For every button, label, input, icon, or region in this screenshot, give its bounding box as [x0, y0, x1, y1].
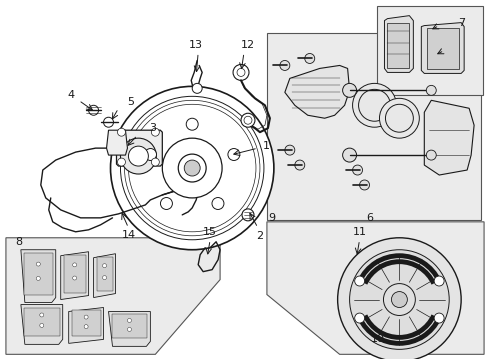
Circle shape — [127, 328, 131, 332]
Circle shape — [124, 100, 260, 236]
Circle shape — [241, 113, 254, 127]
Circle shape — [352, 84, 396, 127]
Circle shape — [110, 86, 273, 250]
Circle shape — [84, 315, 88, 319]
Circle shape — [233, 64, 248, 80]
Circle shape — [120, 96, 264, 240]
Circle shape — [426, 85, 435, 95]
Polygon shape — [93, 254, 115, 298]
Circle shape — [128, 146, 148, 166]
Circle shape — [242, 209, 253, 221]
Text: 7: 7 — [457, 18, 464, 28]
Circle shape — [144, 149, 156, 161]
Circle shape — [102, 276, 106, 280]
Bar — [386, 23, 408, 68]
Bar — [111, 315, 147, 338]
Circle shape — [294, 160, 304, 170]
Circle shape — [102, 264, 106, 268]
Circle shape — [103, 117, 113, 127]
Polygon shape — [285, 66, 349, 118]
Text: 1: 1 — [262, 141, 269, 151]
Circle shape — [192, 84, 202, 93]
Polygon shape — [6, 238, 220, 354]
Circle shape — [117, 128, 125, 136]
Text: 12: 12 — [241, 40, 255, 50]
Bar — [63, 255, 85, 293]
Circle shape — [36, 276, 40, 280]
Circle shape — [40, 313, 44, 317]
Circle shape — [120, 138, 156, 174]
Polygon shape — [21, 305, 62, 345]
Circle shape — [354, 276, 364, 286]
Circle shape — [237, 68, 244, 76]
Polygon shape — [266, 222, 483, 354]
Circle shape — [352, 165, 362, 175]
Circle shape — [337, 238, 460, 360]
Circle shape — [73, 276, 77, 280]
Circle shape — [151, 158, 159, 166]
Circle shape — [227, 149, 240, 161]
Circle shape — [128, 104, 255, 232]
Circle shape — [426, 150, 435, 160]
Circle shape — [162, 138, 222, 198]
Bar — [72, 310, 101, 336]
Circle shape — [358, 89, 389, 121]
Text: 2: 2 — [256, 231, 263, 241]
Circle shape — [84, 325, 88, 329]
Text: 15: 15 — [203, 227, 217, 237]
Bar — [24, 307, 60, 336]
Circle shape — [285, 145, 294, 155]
Polygon shape — [424, 100, 473, 175]
Polygon shape — [384, 15, 412, 72]
Circle shape — [433, 313, 443, 323]
Circle shape — [178, 154, 206, 182]
Text: 3: 3 — [148, 123, 156, 133]
Text: 8: 8 — [15, 237, 22, 247]
Circle shape — [383, 284, 414, 315]
Circle shape — [127, 319, 131, 323]
Circle shape — [342, 84, 356, 97]
Circle shape — [36, 262, 40, 266]
Circle shape — [73, 263, 77, 267]
Circle shape — [160, 198, 172, 210]
Text: 14: 14 — [121, 230, 135, 240]
Text: 10: 10 — [370, 334, 384, 345]
Circle shape — [354, 313, 364, 323]
Polygon shape — [106, 130, 127, 155]
Polygon shape — [108, 311, 150, 346]
Bar — [427, 28, 458, 69]
Circle shape — [151, 128, 159, 136]
Circle shape — [117, 158, 125, 166]
Text: 13: 13 — [189, 40, 203, 50]
Circle shape — [342, 148, 356, 162]
Text: 11: 11 — [352, 227, 366, 237]
Bar — [24, 253, 53, 294]
Text: 5: 5 — [127, 97, 134, 107]
Circle shape — [40, 323, 44, 328]
Circle shape — [184, 160, 200, 176]
Bar — [377, 6, 482, 95]
Polygon shape — [61, 252, 88, 300]
Polygon shape — [21, 250, 56, 302]
Circle shape — [244, 116, 251, 124]
Text: 6: 6 — [365, 213, 372, 223]
Polygon shape — [116, 130, 162, 166]
Circle shape — [304, 54, 314, 63]
Text: 9: 9 — [268, 213, 275, 223]
Polygon shape — [421, 23, 463, 73]
Circle shape — [385, 104, 412, 132]
Circle shape — [212, 198, 224, 210]
Circle shape — [349, 250, 448, 349]
Bar — [96, 257, 112, 291]
Text: 4: 4 — [67, 90, 74, 100]
Circle shape — [390, 292, 407, 307]
Polygon shape — [68, 307, 103, 343]
Circle shape — [279, 60, 289, 71]
Circle shape — [88, 105, 99, 115]
Circle shape — [186, 118, 198, 130]
Bar — [266, 32, 480, 220]
Circle shape — [359, 180, 369, 190]
Circle shape — [379, 98, 419, 138]
Circle shape — [433, 276, 443, 286]
